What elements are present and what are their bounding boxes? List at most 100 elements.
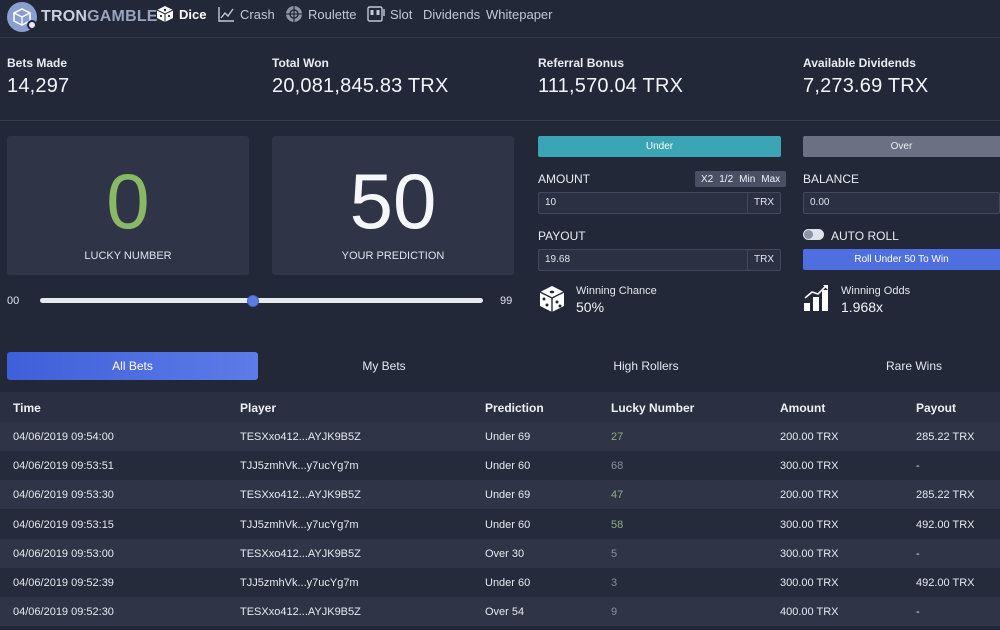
cell-payout: - <box>916 460 920 473</box>
lucky-number-value: 0 <box>106 157 150 245</box>
stat-value: 111,570.04 TRX <box>538 75 684 97</box>
winning-chance-value: 50% <box>576 299 605 315</box>
cell-time: 04/06/2019 09:53:15 <box>13 518 114 531</box>
cell-prediction: Under 60 <box>485 518 531 531</box>
cell-time: 04/06/2019 09:53:51 <box>13 460 114 473</box>
col-prediction: Prediction <box>485 401 544 415</box>
stats-divider <box>0 120 1000 121</box>
cell-payout: - <box>916 606 920 619</box>
payout-unit: TRX <box>747 250 780 270</box>
lucky-number-label: LUCKY NUMBER <box>84 250 172 262</box>
cell-player: TJJ5zmhVk...y7ucYg7m <box>240 518 359 531</box>
roll-button[interactable]: Roll Under 50 To Win <box>803 249 1000 270</box>
nav-dice[interactable]: Dice <box>156 5 206 23</box>
slider-min-label: 00 <box>7 295 20 307</box>
cell-time: 04/06/2019 09:53:30 <box>13 489 114 502</box>
cell-player: TJJ5zmhVk...y7ucYg7m <box>240 577 359 589</box>
table-row: 04/06/2019 09:52:39 TJJ5zmhVk...y7ucYg7m U… <box>0 568 1000 597</box>
cell-time: 04/06/2019 09:54:00 <box>13 431 114 443</box>
double-amount-button[interactable]: X2 <box>701 173 714 185</box>
balance-label: BALANCE <box>803 172 860 186</box>
cell-player: TJJ5zmhVk...y7ucYg7m <box>240 460 359 473</box>
cell-lucky-number: 27 <box>611 431 624 443</box>
amount-label: AMOUNT <box>538 172 590 186</box>
auto-roll-toggle[interactable] <box>803 229 824 240</box>
cell-lucky-number: 5 <box>611 547 618 560</box>
tab-high-rollers[interactable]: High Rollers <box>613 359 679 373</box>
table-row: 04/06/2019 09:54:00 TESXxo412...AYJK9B5Z U… <box>0 422 1000 451</box>
stat-referral-bonus: Referral Bonus 111,570.04 TRX <box>538 56 683 98</box>
col-lucky-number: Lucky Number <box>611 401 695 415</box>
bar-chart-icon <box>804 285 828 311</box>
prediction-slider-handle[interactable] <box>247 295 260 307</box>
prediction-value: 50 <box>349 157 437 245</box>
payout-input[interactable]: 19.68 TRX <box>538 249 781 271</box>
cell-lucky-number: 47 <box>611 489 624 502</box>
tab-rare-wins[interactable]: Rare Wins <box>885 359 942 373</box>
stat-label: Referral Bonus <box>538 56 625 70</box>
logo-icon <box>7 2 37 32</box>
col-player: Player <box>240 401 277 415</box>
col-payout: Payout <box>916 401 957 415</box>
table-row: 04/06/2019 09:53:00 TESXxo412...AYJK9B5Z O… <box>0 538 1000 568</box>
half-amount-button[interactable]: 1/2 <box>719 173 734 185</box>
cell-lucky-number: 58 <box>611 518 624 531</box>
nav-crash[interactable]: Crash <box>217 5 275 23</box>
cell-amount: 200.00 TRX <box>780 431 839 443</box>
min-amount-button[interactable]: Min <box>739 173 756 185</box>
nav-whitepaper[interactable]: Whitepaper <box>486 6 553 22</box>
tab-all-bets[interactable]: All Bets <box>7 352 258 380</box>
payout-label: PAYOUT <box>538 229 586 243</box>
cell-prediction: Over 30 <box>485 547 525 560</box>
stat-total-won: Total Won 20,081,845.83 TRX <box>272 56 449 98</box>
slider-max-label: 99 <box>500 295 513 307</box>
winning-odds-label: Winning Odds <box>841 285 911 297</box>
cell-payout: 492.00 TRX <box>916 518 975 531</box>
cell-prediction: Under 69 <box>485 431 531 443</box>
stat-bets-made: Bets Made 14,297 <box>7 56 69 98</box>
lucky-number-card: 0 LUCKY NUMBER <box>7 136 249 275</box>
stat-value: 14,297 <box>7 75 70 97</box>
stat-available-dividends: Available Dividends 7,273.69 TRX <box>803 56 928 98</box>
stat-value: 20,081,845.83 TRX <box>272 75 449 97</box>
cell-time: 04/06/2019 09:52:30 <box>13 606 114 619</box>
max-amount-button[interactable]: Max <box>761 173 781 185</box>
slot-machine-icon <box>367 6 385 22</box>
cell-amount: 300.00 TRX <box>780 547 839 560</box>
nav-dividends[interactable]: Dividends <box>423 6 481 22</box>
cell-payout: 492.00 TRX <box>916 577 975 589</box>
cell-amount: 400.00 TRX <box>780 606 839 619</box>
cell-time: 04/06/2019 09:52:39 <box>13 577 114 589</box>
cell-payout: - <box>916 547 920 560</box>
nav-slot[interactable]: Slot <box>367 5 412 23</box>
nav-roulette[interactable]: Roulette <box>285 5 356 23</box>
under-button[interactable]: Under <box>538 136 781 157</box>
amount-input[interactable]: 10 TRX <box>538 192 781 214</box>
table-row: 04/06/2019 09:53:15 TJJ5zmhVk...y7ucYg7m U… <box>0 509 1000 539</box>
prediction-card: 50 YOUR PREDICTION <box>272 136 514 275</box>
cell-prediction: Under 60 <box>485 577 531 589</box>
stat-label: Bets Made <box>7 56 68 70</box>
chart-icon <box>218 7 234 22</box>
cell-payout: 285.22 TRX <box>916 489 975 502</box>
cell-player: TESXxo412...AYJK9B5Z <box>240 489 361 502</box>
cell-prediction: Over 54 <box>485 606 525 619</box>
cell-prediction: Under 69 <box>485 489 531 502</box>
cell-amount: 300.00 TRX <box>780 577 839 589</box>
stat-label: Total Won <box>272 56 329 70</box>
cell-player: TESXxo412...AYJK9B5Z <box>240 606 361 619</box>
over-button[interactable]: Over <box>803 136 1000 157</box>
prediction-slider-track[interactable] <box>40 298 483 303</box>
table-row: 04/06/2019 09:53:30 TESXxo412...AYJK9B5Z U… <box>0 480 1000 510</box>
cell-lucky-number: 68 <box>611 460 624 473</box>
cell-time: 04/06/2019 09:53:00 <box>13 547 114 560</box>
stat-label: Available Dividends <box>803 56 916 70</box>
table-row: 04/06/2019 09:52:30 TESXxo412...AYJK9B5Z O… <box>0 597 1000 627</box>
col-amount: Amount <box>780 401 826 415</box>
cell-amount: 300.00 TRX <box>780 460 839 473</box>
tab-my-bets[interactable]: My Bets <box>362 359 406 373</box>
brand-logo[interactable]: TRONGAMBLE <box>7 2 158 32</box>
cell-player: TESXxo412...AYJK9B5Z <box>240 431 361 443</box>
brand-name: TRONGAMBLE <box>41 8 158 25</box>
top-nav: TRONGAMBLE Dice Crash Roulette <box>0 0 1000 38</box>
